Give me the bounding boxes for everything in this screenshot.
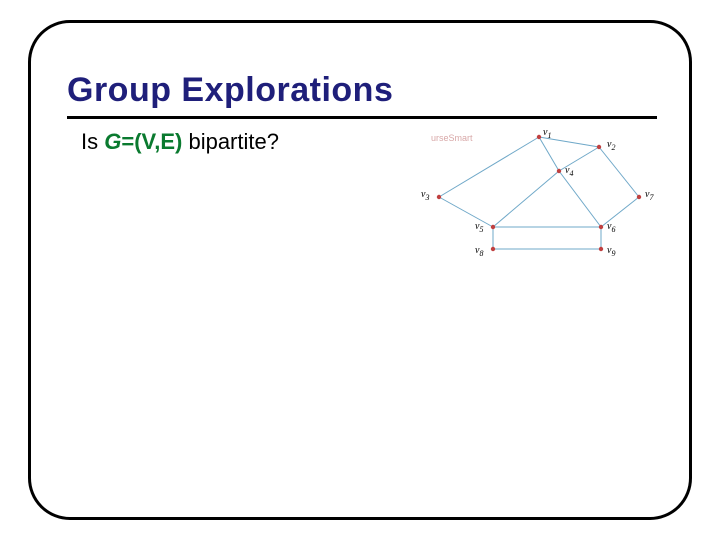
graph-node-label: v5	[475, 221, 483, 234]
question-V: V	[142, 129, 155, 154]
graph-edge	[493, 171, 559, 227]
title-block: Group Explorations	[67, 71, 657, 119]
question-E: E	[160, 129, 175, 154]
graph-node-label: v6	[607, 221, 615, 234]
slide-frame: Group Explorations Is G=(V,E) bipartite?…	[28, 20, 692, 520]
question-G: G	[104, 129, 121, 154]
graph-node	[437, 195, 441, 199]
question-suffix: bipartite?	[182, 129, 279, 154]
graph-svg	[421, 123, 671, 293]
graph-node	[637, 195, 641, 199]
graph-node-label: v8	[475, 245, 483, 258]
graph-node-label: v1	[543, 127, 551, 140]
graph-edge	[439, 137, 539, 197]
graph-node-label: v3	[421, 189, 429, 202]
graph-node	[491, 247, 495, 251]
graph-edge	[439, 197, 493, 227]
graph-node-label: v4	[565, 165, 573, 178]
graph-node-label: v2	[607, 139, 615, 152]
graph-edge	[599, 147, 639, 197]
graph-diagram: v1 v2 v3 v4 v5 v6 v7 v8 v9	[421, 123, 671, 293]
graph-node	[599, 225, 603, 229]
graph-node	[597, 145, 601, 149]
question-text: Is G=(V,E) bipartite?	[81, 129, 279, 155]
question-prefix: Is	[81, 129, 104, 154]
graph-node	[557, 169, 561, 173]
graph-edge	[539, 137, 559, 171]
question-eq: =(	[121, 129, 141, 154]
graph-node	[599, 247, 603, 251]
graph-node	[537, 135, 541, 139]
title-underline	[67, 116, 657, 119]
graph-edge	[559, 171, 601, 227]
graph-node-label: v7	[645, 189, 653, 202]
graph-node	[491, 225, 495, 229]
slide-title: Group Explorations	[67, 71, 657, 114]
graph-node-label: v9	[607, 245, 615, 258]
